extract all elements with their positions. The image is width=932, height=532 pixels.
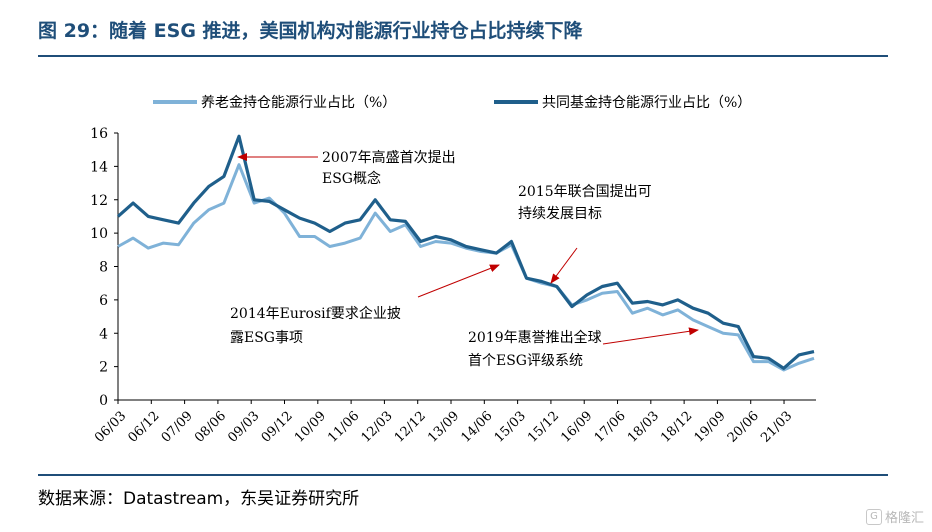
y-tick-label: 12: [90, 193, 108, 209]
x-tick-label: 17/06: [592, 409, 629, 446]
x-tick-label: 15/12: [525, 409, 562, 446]
annotation-text-line: 2015年联合国提出可: [518, 184, 652, 200]
y-tick-label: 4: [99, 326, 108, 342]
x-tick-label: 08/06: [192, 409, 229, 446]
annotation-text-line: 2019年惠誉推出全球: [468, 329, 602, 346]
x-tick-label: 14/06: [458, 409, 495, 446]
x-tick-label: 11/06: [325, 409, 362, 446]
annotation-arrow-un-2015: [550, 247, 578, 284]
x-tick-label: 15/03: [492, 409, 529, 446]
annotation-text-line: ESG概念: [322, 170, 381, 187]
y-tick-label: 16: [90, 126, 108, 142]
annotation-text-line: 持续发展目标: [518, 205, 602, 222]
y-tick-label: 10: [90, 226, 108, 242]
x-tick-label: 06/03: [92, 409, 129, 446]
x-tick-label: 16/09: [558, 409, 595, 446]
series-line-mutual-fund: [116, 134, 815, 370]
x-tick-label: 07/09: [159, 409, 196, 446]
annotation-gs-2007: 2007年高盛首次提出 ESG概念: [237, 149, 456, 187]
legend-label-pension: 养老金持仓能源行业占比（%）: [201, 95, 396, 111]
source-note: 数据来源：Datastream，东吴证券研究所: [38, 489, 360, 509]
annotation-arrow-fitch-2019: [602, 327, 699, 345]
x-tick-label: 21/03: [758, 409, 795, 446]
y-tick-label: 2: [99, 360, 108, 376]
annotation-text-line: 首个ESG评级系统: [468, 353, 583, 369]
figure-title: 图 29：随着 ESG 推进，美国机构对能源行业持仓占比持续下降: [38, 20, 583, 42]
annotation-eurosif-2014: 2014年Eurosif要求企业披 露ESG事项: [230, 264, 500, 346]
annotation-arrow-eurosif-2014: [417, 264, 500, 298]
annotation-fitch-2019: 2019年惠誉推出全球 首个ESG评级系统: [468, 327, 699, 369]
annotation-text-line: 2014年Eurosif要求企业披: [230, 305, 401, 322]
title-divider: [38, 55, 888, 57]
y-tick-label: 0: [99, 393, 108, 409]
x-tick-label: 12/12: [392, 409, 429, 446]
x-tick-label: 09/12: [259, 409, 296, 446]
x-tick-label: 06/12: [125, 409, 162, 446]
annotation-un-2015: 2015年联合国提出可 持续发展目标: [518, 184, 652, 284]
watermark-text: 格隆汇: [884, 511, 924, 526]
source-divider: [38, 474, 888, 476]
x-tick-label: 18/03: [625, 409, 662, 446]
y-tick-label: 8: [99, 260, 108, 276]
y-tick-label: 14: [90, 159, 108, 175]
chart-legend: 养老金持仓能源行业占比（%） 共同基金持仓能源行业占比（%）: [153, 94, 751, 111]
x-tick-label: 10/09: [292, 409, 329, 446]
x-axis-ticks: 06/0306/1207/0908/0609/0309/1210/0911/06…: [92, 400, 795, 446]
x-tick-label: 13/09: [425, 409, 462, 446]
x-tick-label: 09/03: [225, 409, 262, 446]
annotation-text-line: 露ESG事项: [230, 330, 303, 346]
y-axis-ticks: 0 2 4 6 8 10 12 14 16: [90, 126, 118, 409]
x-tick-label: 19/09: [692, 409, 729, 446]
series-line-pension: [117, 163, 815, 372]
x-tick-label: 20/06: [725, 409, 762, 446]
x-tick-label: 12/03: [359, 409, 396, 446]
watermark-logo-icon: G: [865, 508, 882, 525]
line-chart: 养老金持仓能源行业占比（%） 共同基金持仓能源行业占比（%） 0 2 4 6 8 10 12…: [90, 94, 816, 446]
watermark: G 格隆汇: [865, 507, 924, 526]
x-tick-label: 18/12: [658, 409, 695, 446]
annotation-text-line: 2007年高盛首次提出: [322, 149, 456, 166]
legend-label-mutual-fund: 共同基金持仓能源行业占比（%）: [542, 94, 751, 111]
series-layer: [116, 134, 815, 372]
y-tick-label: 6: [99, 293, 108, 309]
